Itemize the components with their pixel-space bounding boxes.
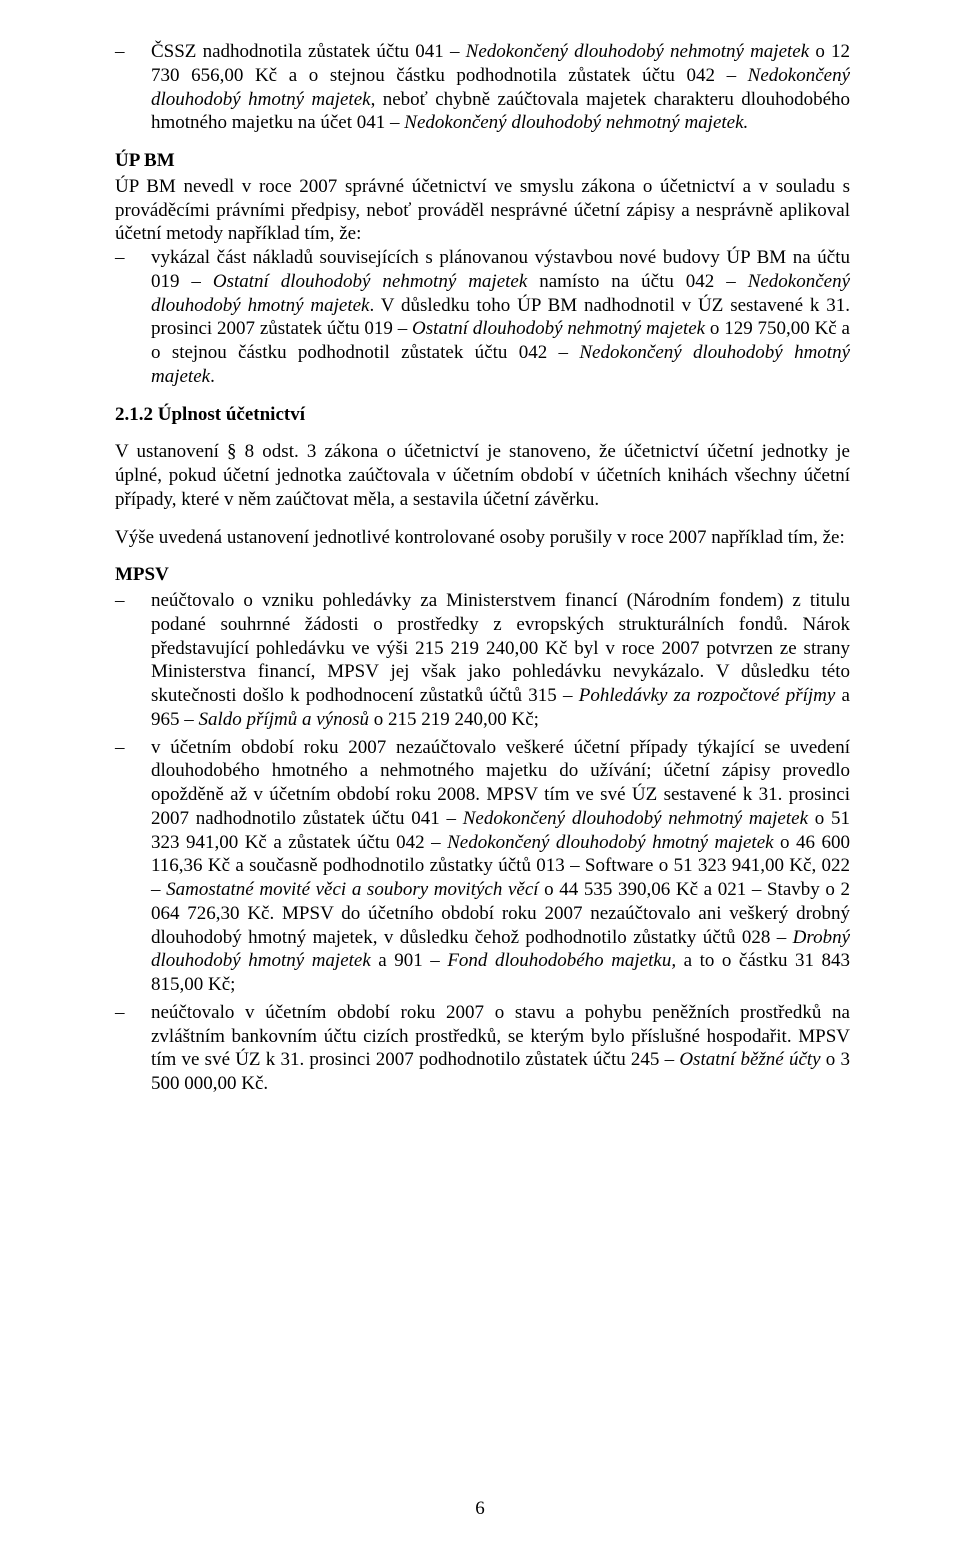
- mpsv-item-3: neúčtovalo v účetním období roku 2007 o …: [115, 1001, 850, 1096]
- section-2-1-2-title: 2.1.2 Úplnost účetnictví: [115, 403, 850, 427]
- block1-item: ČSSZ nadhodnotila zůstatek účtu 041 – Ne…: [115, 40, 850, 135]
- italic-text: Nedokončený dlouhodobý hmotný majetek: [447, 832, 773, 853]
- italic-text: Ostatní běžné účty: [679, 1049, 820, 1070]
- text: o 215 219 240,00 Kč;: [369, 709, 539, 730]
- italic-text: Ostatní dlouhodobý nehmotný majetek: [412, 318, 705, 339]
- italic-text: Ostatní dlouhodobý nehmotný majetek: [213, 271, 527, 292]
- upbm-item: vykázal část nákladů souvisejících s plá…: [115, 246, 850, 389]
- block1-list: ČSSZ nadhodnotila zůstatek účtu 041 – Ne…: [115, 40, 850, 135]
- mpsv-item-2: v účetním období roku 2007 nezaúčtovalo …: [115, 736, 850, 997]
- text: .: [210, 366, 215, 387]
- italic-text: Nedokončený dlouhodobý nehmotný majetek: [466, 41, 810, 62]
- text: a 901 –: [371, 950, 448, 971]
- mpsv-list: neúčtovalo o vzniku pohledávky za Minist…: [115, 589, 850, 1096]
- page: ČSSZ nadhodnotila zůstatek účtu 041 – Ne…: [0, 0, 960, 1541]
- text: namísto na účtu 042 –: [527, 271, 747, 292]
- italic-text: Saldo příjmů a výnosů: [199, 709, 369, 730]
- page-number: 6: [0, 1497, 960, 1521]
- s212-p1: V ustanovení § 8 odst. 3 zákona o účetni…: [115, 440, 850, 511]
- mpsv-heading: MPSV: [115, 563, 850, 587]
- italic-text: Nedokončený dlouhodobý nehmotný majetek.: [404, 112, 748, 133]
- upbm-intro: ÚP BM nevedl v roce 2007 správné účetnic…: [115, 175, 850, 246]
- italic-text: Pohledávky za rozpočtové příjmy: [579, 685, 836, 706]
- mpsv-item-1: neúčtovalo o vzniku pohledávky za Minist…: [115, 589, 850, 732]
- upbm-list: vykázal část nákladů souvisejících s plá…: [115, 246, 850, 389]
- italic-text: Fond dlouhodobého majetku,: [447, 950, 676, 971]
- text: ČSSZ nadhodnotila zůstatek účtu 041: [151, 41, 450, 62]
- italic-text: Samostatné movité věci a soubory movitýc…: [166, 879, 538, 900]
- upbm-heading: ÚP BM: [115, 149, 850, 173]
- italic-text: Nedokončený dlouhodobý nehmotný majetek: [463, 808, 808, 829]
- s212-p2: Výše uvedená ustanovení jednotlivé kontr…: [115, 526, 850, 550]
